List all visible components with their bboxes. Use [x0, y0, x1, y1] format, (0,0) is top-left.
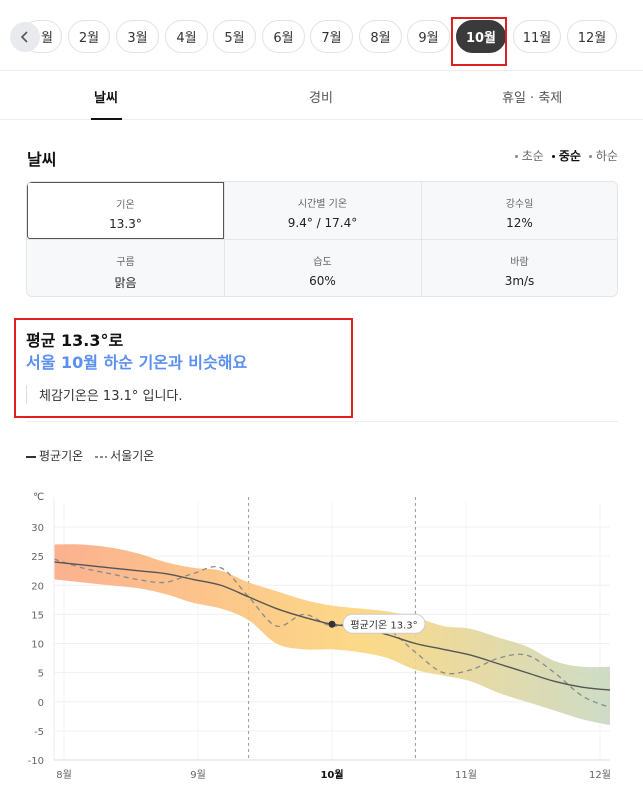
y-tick-label: -10 [28, 756, 44, 767]
period-early[interactable]: 초순 [514, 147, 544, 164]
month-chip-12[interactable]: 12월 [567, 20, 617, 53]
month-chip-label: 5월 [224, 31, 245, 46]
month-chip-label: 월 [41, 31, 53, 46]
cell-temperature[interactable]: 기온 13.3° [27, 182, 224, 239]
active-tab-indicator [91, 118, 122, 120]
summary-average: 평균 13.3°로 [26, 331, 124, 350]
month-chip-3[interactable]: 3월 [116, 20, 159, 53]
y-axis-label: ℃ [33, 492, 44, 503]
month-chip-7[interactable]: 7월 [310, 20, 353, 53]
month-chip-4[interactable]: 4월 [165, 20, 208, 53]
y-tick-label: 30 [31, 523, 44, 534]
chart-legend: 평균기온 서울기온 [26, 447, 154, 464]
month-chip-2[interactable]: 2월 [68, 20, 110, 53]
cell-value: 3m/s [504, 274, 535, 288]
month-chip-10[interactable]: 10월 [456, 20, 506, 53]
cell-label: 시간별 기온 [297, 199, 348, 210]
data-point-marker [328, 620, 336, 628]
section-title: 날씨 [27, 150, 57, 169]
dashed-line-icon [95, 455, 108, 458]
x-tick-label: 9월 [190, 769, 206, 781]
cell-label: 기온 [116, 200, 135, 211]
divider [26, 421, 618, 422]
cell-value: 12% [506, 216, 533, 230]
x-tick-label: 12월 [589, 769, 611, 781]
y-tick-label: 10 [31, 640, 44, 651]
summary-highlight [14, 318, 353, 418]
period-mid[interactable]: 중순 [551, 147, 581, 164]
month-chip-label: 8월 [370, 31, 391, 46]
cell-label: 구름 [116, 257, 135, 268]
legend-label: 평균기온 [39, 449, 84, 463]
y-tick-label: 0 [38, 698, 44, 709]
period-label: 중순 [558, 149, 581, 163]
month-chip-5[interactable]: 5월 [213, 20, 256, 53]
month-chip-label: 6월 [273, 31, 294, 46]
month-chip-11[interactable]: 11월 [513, 20, 561, 53]
scroll-left-button[interactable] [10, 22, 40, 52]
month-selector: 월 2월 3월 4월 5월 6월 7월 8월 9월 10월 11월 12월 [0, 0, 643, 72]
x-tick-label: 11월 [455, 769, 477, 781]
period-label: 하순 [595, 149, 618, 163]
temperature-range-band [54, 544, 610, 726]
month-chip-label: 7월 [321, 31, 342, 46]
y-tick-label: -5 [34, 727, 44, 738]
month-chip-6[interactable]: 6월 [262, 20, 305, 53]
cell-value: 맑음 [114, 276, 137, 290]
cell-hourly-temperature[interactable]: 시간별 기온 9.4° / 17.4° [224, 182, 421, 239]
cell-label: 습도 [313, 257, 332, 268]
marker-tooltip [342, 613, 426, 634]
month-chip-8[interactable]: 8월 [359, 20, 402, 53]
x-tick-label: 10월 [320, 769, 343, 781]
solid-line-icon [26, 455, 36, 458]
legend-average: 평균기온 [26, 447, 83, 464]
period-selector: 초순 중순 하순 [514, 147, 618, 164]
month-chip-label: 11월 [522, 31, 552, 46]
y-tick-label: 5 [38, 669, 44, 680]
selected-month-highlight [451, 17, 507, 66]
month-chip-label: 10월 [465, 31, 497, 46]
month-chip-label: 3월 [127, 31, 148, 46]
cell-value: 13.3° [109, 217, 142, 231]
series-line-seoul [53, 558, 611, 709]
cell-value: 60% [309, 274, 336, 288]
divider [27, 239, 617, 240]
month-chip-label: 9월 [418, 31, 439, 46]
cell-cloud[interactable]: 구름 맑음 [27, 240, 224, 296]
month-chip-label: 2월 [78, 31, 100, 46]
tab-weather[interactable]: 날씨 [94, 91, 118, 106]
cell-precipitation[interactable]: 강수일 12% [421, 182, 617, 239]
period-label: 초순 [521, 149, 544, 163]
chevron-left-icon [20, 28, 30, 47]
y-tick-label: 15 [31, 610, 44, 621]
legend-seoul: 서울기온 [95, 447, 154, 464]
cell-humidity[interactable]: 습도 60% [224, 240, 421, 296]
summary-feels-like: 체감기온은 13.1° 입니다. [26, 385, 183, 404]
legend-label: 서울기온 [110, 449, 155, 463]
tab-bar: 날씨 경비 휴일 · 축제 [0, 71, 643, 120]
summary-comparison: 서울 10월 하순 기온과 비슷해요 [26, 353, 248, 372]
tab-expenses[interactable]: 경비 [309, 91, 333, 106]
y-tick-label: 25 [31, 552, 44, 563]
tab-holidays-festivals[interactable]: 휴일 · 축제 [502, 91, 563, 106]
temperature-chart: 30 25 20 15 10 5 0 -5 -10 ℃ 8월 9월 10월 11월 12월 평균기온 13.… [28, 492, 611, 781]
cell-wind[interactable]: 바람 3m/s [421, 240, 617, 296]
marker-tooltip-label: 평균기온 13.3° [350, 619, 417, 631]
cell-label: 바람 [510, 257, 529, 268]
month-chip-9[interactable]: 9월 [407, 20, 450, 53]
month-chip-label: 4월 [176, 31, 197, 46]
divider [0, 70, 643, 71]
month-chip-label: 12월 [577, 31, 607, 46]
period-late[interactable]: 하순 [588, 147, 618, 164]
cell-label: 강수일 [505, 199, 534, 210]
y-tick-label: 20 [31, 581, 44, 592]
cell-value: 9.4° / 17.4° [287, 216, 358, 230]
weather-info-grid: 기온 13.3° 시간별 기온 9.4° / 17.4° 강수일 12% 구름 … [26, 181, 618, 297]
x-tick-label: 8월 [56, 769, 72, 781]
